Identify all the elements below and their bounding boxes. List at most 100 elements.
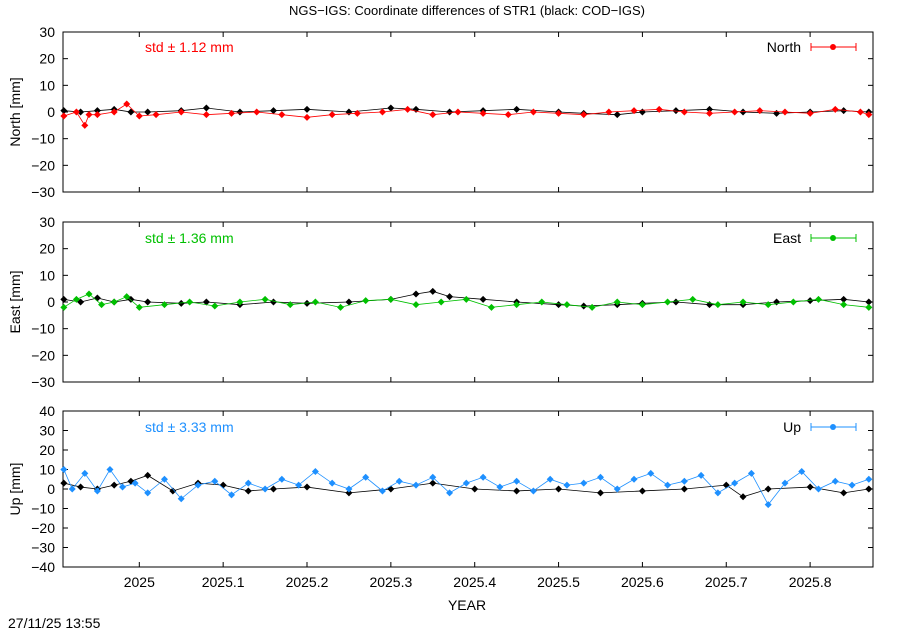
data-point-up [160, 475, 168, 483]
data-point-north [303, 113, 311, 121]
data-point-up [647, 469, 655, 477]
data-point-east [362, 297, 370, 305]
std-label: std ± 3.33 mm [145, 419, 234, 435]
data-point-north [202, 111, 210, 119]
legend-marker [830, 424, 836, 430]
data-point-north [404, 105, 412, 113]
data-point-black [555, 301, 563, 309]
data-point-east [98, 301, 106, 309]
y-tick-label: −10 [31, 501, 55, 517]
data-point-black [60, 479, 68, 487]
legend-label: Up [783, 419, 801, 435]
data-point-east [840, 301, 848, 309]
data-point-black [144, 471, 152, 479]
y-tick-label: 30 [39, 423, 55, 439]
data-point-black [580, 302, 588, 310]
data-point-black [127, 108, 135, 116]
data-point-up [764, 501, 772, 509]
data-point-east [311, 298, 319, 306]
data-point-black [446, 293, 454, 301]
series-line-black [63, 107, 869, 116]
legend-label: North [767, 39, 801, 55]
y-tick-label: 20 [39, 241, 55, 257]
data-point-black [722, 481, 730, 489]
data-point-black [596, 489, 604, 497]
data-point-north [479, 109, 487, 117]
data-point-north [228, 109, 236, 117]
data-point-up [244, 479, 252, 487]
x-axis-label: YEAR [448, 597, 486, 613]
data-point-up [446, 489, 454, 497]
data-point-east [865, 303, 873, 311]
data-point-black [865, 485, 873, 493]
data-point-east [123, 293, 131, 301]
data-point-black [806, 297, 814, 305]
y-tick-label: 40 [39, 403, 55, 419]
series-line-east [63, 293, 869, 308]
data-point-black [345, 489, 353, 497]
y-tick-label: 0 [47, 481, 55, 497]
data-point-black [60, 107, 68, 115]
data-point-east [286, 301, 294, 309]
std-label: std ± 1.12 mm [145, 39, 234, 55]
y-tick-label: −10 [31, 321, 55, 337]
data-point-north [831, 105, 839, 113]
y-tick-label: 20 [39, 442, 55, 458]
data-point-east [186, 298, 194, 306]
data-point-north [93, 111, 101, 119]
data-point-north [454, 108, 462, 116]
data-point-up [144, 489, 152, 497]
data-point-up [119, 483, 127, 491]
data-point-up [814, 485, 822, 493]
data-point-black [773, 298, 781, 306]
data-point-north [630, 107, 638, 115]
y-tick-label: −30 [31, 184, 55, 200]
data-point-black [513, 105, 521, 113]
data-point-north [253, 108, 261, 116]
data-point-black [840, 295, 848, 303]
data-point-up [211, 477, 219, 485]
data-point-east [211, 302, 219, 310]
data-point-up [664, 481, 672, 489]
panel-east: 30 20 10 0 −10 −20 −30 East [mm] std ± 1.36 mm Ea… [7, 214, 874, 390]
data-point-up [60, 466, 68, 473]
data-point-black [60, 295, 68, 303]
y-tick-label: 10 [39, 462, 55, 478]
data-point-up [781, 479, 789, 487]
data-point-north [705, 109, 713, 117]
data-point-east [538, 298, 546, 306]
legend-marker [830, 235, 836, 241]
data-point-east [739, 298, 747, 306]
data-point-up [513, 477, 521, 485]
data-point-east [764, 301, 772, 309]
data-point-black [303, 105, 311, 113]
data-point-up [496, 483, 504, 491]
data-point-up [798, 467, 806, 475]
data-point-black [144, 298, 152, 306]
x-tick-label: 2025.2 [286, 574, 329, 590]
data-point-east [135, 303, 143, 311]
data-point-black [429, 479, 437, 487]
data-point-black [236, 108, 244, 116]
data-point-black [613, 111, 621, 119]
y-tick-label: −10 [31, 131, 55, 147]
data-point-black [77, 108, 85, 116]
data-point-up [747, 469, 755, 477]
data-point-black [269, 107, 277, 115]
panel-north: 30 20 10 0 −10 −20 −30 North [mm] std ± 1.12 mm N… [7, 24, 874, 200]
data-point-black [169, 487, 177, 495]
data-point-north [81, 121, 89, 129]
data-point-north [680, 108, 688, 116]
data-point-up [529, 487, 537, 495]
data-point-east [513, 301, 521, 309]
x-tick-label: 2025.4 [453, 574, 496, 590]
y-axis-label: North [mm] [7, 77, 23, 146]
y-tick-label: 10 [39, 77, 55, 93]
data-point-north [152, 111, 160, 119]
data-point-black [269, 485, 277, 493]
data-point-up [295, 481, 303, 489]
data-point-up [546, 475, 554, 483]
data-point-north [655, 105, 663, 113]
data-point-black [345, 108, 353, 116]
data-point-black [806, 483, 814, 491]
